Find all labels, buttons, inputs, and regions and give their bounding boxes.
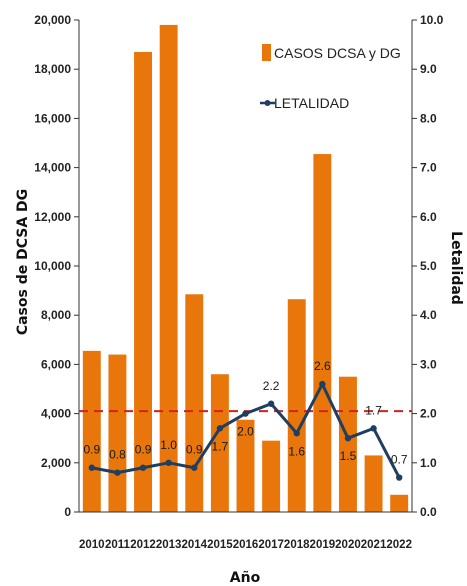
letalidad-data-label: 1.7 (212, 439, 229, 453)
y2-tick-label: 0.0 (420, 505, 437, 519)
y-axis-title: Casos de DCSA DG (15, 189, 31, 335)
letalidad-point (191, 464, 198, 471)
x-tick-label: 2019 (310, 539, 336, 551)
letalidad-data-label: 0.9 (83, 443, 100, 457)
bar-2021 (364, 455, 383, 512)
x-tick-label: 2017 (258, 539, 284, 551)
x-tick-label: 2018 (284, 539, 310, 551)
legend-swatch-bars (262, 44, 271, 61)
letalidad-point (114, 469, 121, 476)
bar-2022 (390, 494, 409, 512)
y2-tick-label: 9.0 (420, 62, 437, 76)
bar-2020 (338, 376, 357, 512)
y-tick-label: 20,000 (34, 13, 71, 27)
legend-label-line: LETALIDAD (274, 95, 349, 111)
letalidad-data-label: 2.0 (237, 425, 254, 439)
bar-2016 (236, 419, 255, 512)
y2-tick-label: 8.0 (420, 111, 437, 125)
letalidad-data-label: 1.5 (340, 449, 357, 463)
x-tick-label: 2014 (181, 539, 207, 551)
legend-swatch-marker (264, 100, 271, 106)
letalidad-point (216, 425, 224, 432)
letalidad-point (293, 430, 300, 437)
letalidad-data-label: 1.6 (288, 444, 305, 458)
labels-layer: 0.9 0.8 0.9 1.0 0.9 1.7 2.0 2.2 1.6 2.6 1.5 1.7 0.7 (83, 359, 407, 466)
y2-tick-label: 5.0 (420, 259, 437, 273)
letalidad-data-label: 0.8 (109, 448, 126, 462)
y-tick-label: 14,000 (34, 161, 71, 175)
x-tick-label: 2015 (207, 539, 233, 551)
legend-label-bars: CASOS DCSA y DG (274, 45, 401, 61)
y-tick-label: 16,000 (34, 111, 71, 125)
x-tick-label: 2016 (233, 539, 259, 551)
x-tick-label: 2021 (361, 539, 387, 551)
bar-2011 (108, 354, 127, 512)
letalidad-data-label: 2.2 (263, 379, 280, 393)
line-layer (88, 380, 403, 481)
y-tick-label: 2,000 (41, 456, 71, 470)
bars-layer (82, 24, 409, 512)
y2-axis-title: Letalidad (448, 231, 464, 305)
letalidad-point (319, 380, 326, 388)
y2-tick-label: 4.0 (420, 308, 437, 322)
bar-2012 (134, 51, 153, 512)
letalidad-data-label: 0.9 (186, 443, 203, 457)
letalidad-data-label: 1.0 (160, 438, 177, 452)
axes-layer: 0 2,000 4,000 6,000 8,000 10,000 12,000 14,000 1… (34, 13, 443, 551)
letalidad-data-label: 2.6 (314, 359, 331, 373)
x-tick-label: 2020 (335, 539, 361, 551)
letalidad-point (165, 459, 172, 466)
letalidad-point (267, 400, 275, 407)
y2-tick-label: 3.0 (420, 357, 437, 371)
y2-tick-label: 2.0 (420, 407, 437, 421)
letalidad-data-label: 1.7 (365, 403, 382, 417)
y2-tick-label: 7.0 (420, 161, 437, 175)
y-tick-label: 8,000 (41, 308, 71, 322)
y2-tick-label: 1.0 (420, 456, 437, 470)
letalidad-point (139, 464, 147, 471)
letalidad-point (344, 435, 352, 442)
bar-2014 (185, 294, 204, 512)
y2-tick-label: 10.0 (420, 13, 444, 27)
letalidad-point (370, 425, 377, 432)
x-tick-label: 2011 (105, 539, 131, 551)
y-tick-label: 18,000 (34, 62, 71, 76)
bar-2019 (313, 154, 332, 512)
y2-tick-label: 6.0 (420, 210, 437, 224)
x-tick-label: 2022 (386, 539, 412, 551)
bar-2018 (287, 299, 306, 512)
x-tick-label: 2010 (79, 539, 105, 551)
y-tick-label: 12,000 (34, 210, 71, 224)
legend: CASOS DCSA y DG LETALIDAD (260, 44, 401, 111)
bar-2010 (82, 350, 101, 512)
letalidad-point (242, 410, 249, 417)
x-axis-title: Año (230, 570, 261, 586)
bar-2015 (210, 374, 229, 512)
x-tick-label: 2012 (130, 539, 156, 551)
bar-2013 (159, 24, 178, 512)
y-tick-label: 6,000 (41, 357, 71, 371)
bar-2017 (262, 440, 281, 512)
letalidad-point (88, 464, 96, 471)
y-tick-label: 0 (64, 505, 71, 519)
y-tick-label: 4,000 (41, 407, 71, 421)
x-tick-label: 2013 (156, 539, 182, 551)
letalidad-data-label: 0.9 (135, 443, 152, 457)
letalidad-data-label: 0.7 (391, 453, 408, 467)
letalidad-point (395, 474, 403, 481)
y-tick-label: 10,000 (34, 259, 71, 273)
